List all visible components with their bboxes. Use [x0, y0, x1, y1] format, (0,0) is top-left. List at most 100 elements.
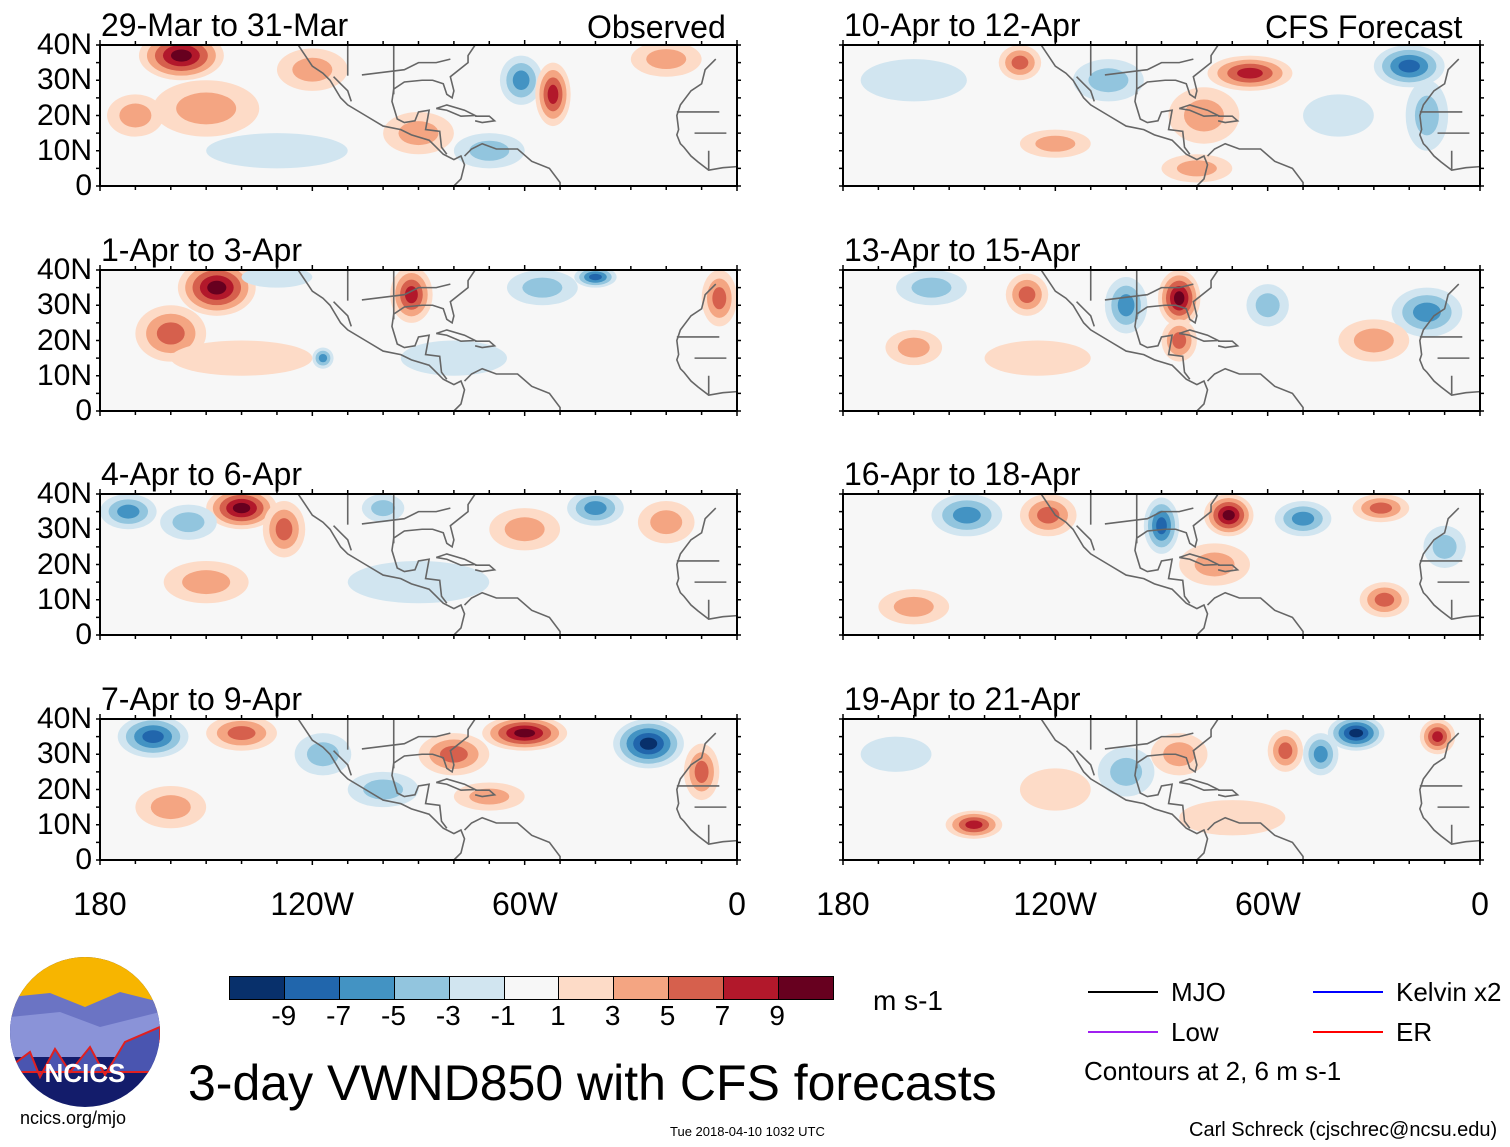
coastline: [297, 719, 466, 860]
colorbar-swatch: [503, 977, 559, 999]
anomaly-blob: [117, 504, 140, 519]
lat-tick-label: 40N: [36, 702, 92, 735]
anomaly-blob: [1019, 768, 1091, 811]
anomaly-blob: [182, 570, 231, 595]
anomaly-blob: [1011, 55, 1029, 70]
coastline: [333, 525, 353, 551]
anomaly-blob: [232, 502, 251, 514]
anomaly-blob: [589, 273, 602, 281]
anomaly-blob: [1117, 294, 1135, 317]
colorbar: [229, 976, 834, 1000]
anomaly-blob: [646, 49, 687, 70]
anomaly-blob: [1369, 502, 1393, 514]
anomaly-blob: [150, 795, 191, 820]
anomaly-blob: [522, 277, 563, 298]
coastline: [1040, 494, 1209, 635]
lat-tick-label: 10N: [36, 358, 92, 392]
anomaly-blob: [965, 820, 983, 830]
coastline: [391, 45, 476, 155]
anomaly-blob: [207, 280, 227, 295]
coastline: [1178, 553, 1222, 567]
colorbar-tick-label: 1: [550, 1000, 566, 1031]
anomaly-blob: [1110, 757, 1143, 786]
anomaly-blob: [170, 49, 192, 62]
lat-tick-label: 40N: [36, 253, 92, 286]
coastline: [333, 301, 353, 327]
lat-tick-label: 0: [75, 618, 92, 651]
coastline: [1040, 45, 1209, 186]
coastline: [675, 283, 737, 396]
coastline: [1040, 719, 1209, 860]
lat-tick-label: 20N: [36, 772, 92, 806]
lon-tick-label: 120W: [1013, 886, 1097, 922]
anomaly-blob: [547, 84, 559, 104]
colorbar-swatch: [230, 977, 284, 999]
coastline: [463, 816, 561, 860]
panel-title: 10-Apr to 12-Apr: [844, 7, 1081, 43]
anomaly-blob: [1398, 59, 1420, 73]
coastline: [1418, 58, 1480, 171]
map-panel: [839, 489, 1484, 640]
anomaly-blob: [712, 287, 727, 310]
coastline: [361, 507, 451, 525]
footer-url: ncics.org/mjo: [20, 1108, 127, 1128]
anomaly-blob: [911, 277, 952, 298]
lon-tick-label: 0: [728, 886, 746, 922]
anomaly-blob: [1035, 135, 1076, 152]
ncics-logo: NCICS: [10, 957, 160, 1107]
coastline: [1206, 142, 1304, 186]
coastline: [361, 732, 451, 750]
coastline: [1040, 270, 1209, 411]
map-panel: [96, 489, 741, 640]
coastline: [361, 283, 451, 301]
anomaly-blob: [504, 517, 545, 542]
anomaly-blob: [206, 133, 348, 169]
coastline: [1418, 732, 1480, 845]
lat-tick-label: 30N: [36, 512, 92, 546]
anomaly-blob: [398, 121, 439, 146]
anomaly-blob: [952, 506, 981, 524]
coastline: [463, 142, 561, 186]
coastline: [333, 76, 353, 102]
legend-label: Low: [1171, 1017, 1219, 1047]
anomaly-blob: [639, 737, 658, 750]
colorbar-tick-label: -1: [490, 1000, 516, 1031]
legend-line-mjo: [1088, 991, 1158, 993]
lat-tick-label: 0: [75, 394, 92, 427]
lon-tick-label: 180: [816, 886, 870, 922]
coastline: [1217, 564, 1240, 573]
coastline: [1076, 76, 1096, 102]
colorbar-swatch: [448, 977, 504, 999]
anomaly-blob: [860, 59, 967, 102]
coastline: [1134, 494, 1219, 604]
anomaly-blob: [514, 728, 536, 738]
lat-tick-label: 20N: [36, 547, 92, 581]
anomaly-blob: [1432, 534, 1457, 559]
colorbar-swatch: [338, 977, 394, 999]
anomaly-blob: [469, 140, 510, 161]
colorbar-tick-label: -9: [271, 1000, 297, 1031]
colorbar-tick-label: -5: [381, 1000, 406, 1031]
anomaly-blob: [1176, 160, 1217, 177]
coastline: [391, 719, 476, 829]
coastline: [1134, 270, 1219, 380]
coastline: [1134, 45, 1219, 155]
coastline: [1206, 816, 1304, 860]
coastline: [391, 270, 476, 380]
coastline: [1178, 329, 1222, 343]
coastline: [1104, 732, 1194, 750]
anomaly-blob: [512, 70, 530, 90]
legend-line-low: [1088, 1031, 1158, 1033]
coastline: [391, 494, 476, 604]
map-panel: [96, 265, 741, 416]
anomaly-blob: [469, 788, 510, 805]
anomaly-blob: [893, 596, 934, 617]
anomaly-blob: [292, 57, 333, 82]
anomaly-blob: [1303, 94, 1374, 137]
coastline: [1076, 301, 1096, 327]
coastline: [1178, 104, 1222, 118]
lat-tick-label: 10N: [36, 807, 92, 841]
colorbar-swatch: [668, 977, 724, 999]
anomaly-blob: [1222, 509, 1235, 521]
lat-tick-label: 0: [75, 169, 92, 202]
